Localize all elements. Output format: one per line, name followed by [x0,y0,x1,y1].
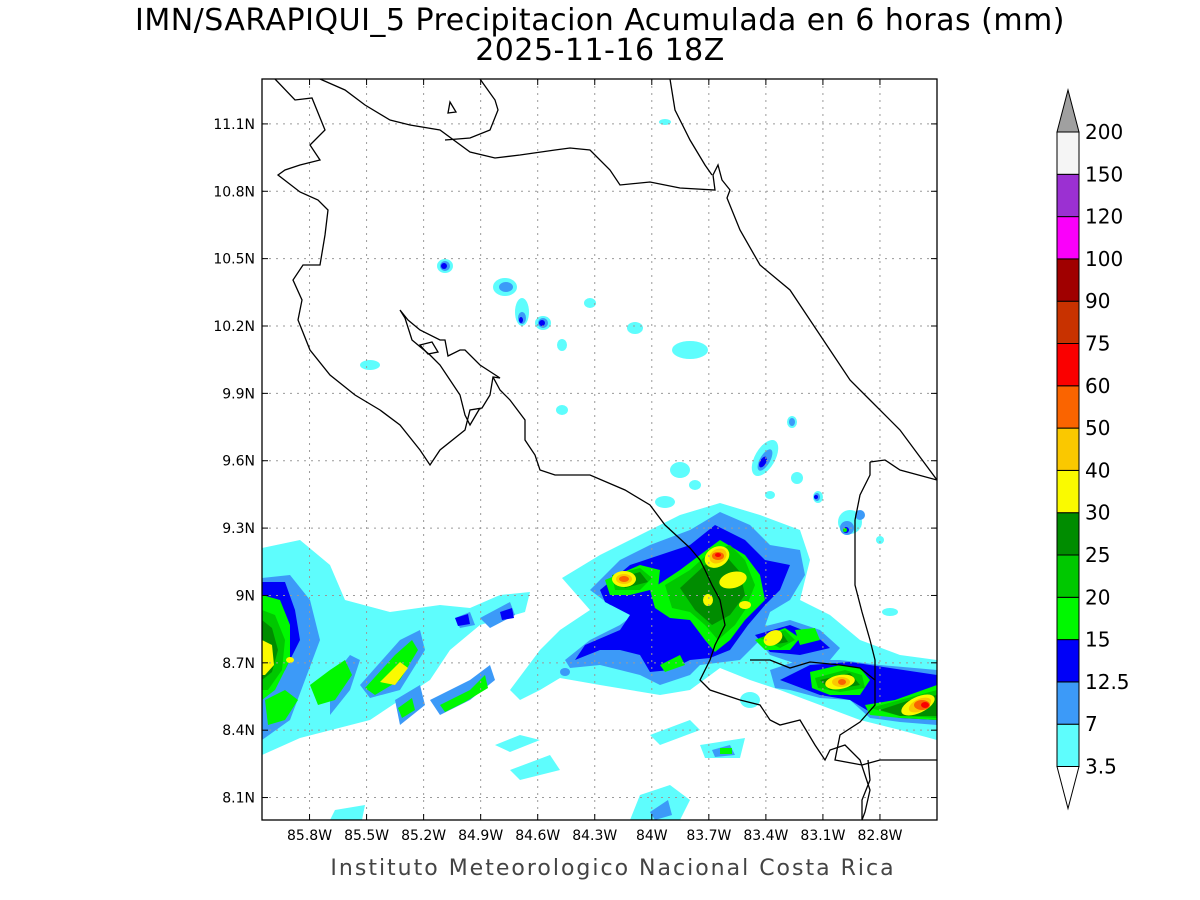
lon-tick-label: 84.3W [572,828,617,844]
lon-tick-label: 84W [636,828,668,844]
map-subtitle: 2025-11-16 18Z [475,33,725,68]
colorbar-label: 20 [1085,585,1110,609]
lat-tick-label: 10.5N [213,252,255,268]
colorbar-segment [1056,512,1080,556]
colorbar-segment [1056,469,1080,514]
colorbar-label: 15 [1085,628,1110,652]
colorbar-label: 120 [1085,205,1123,229]
colorbar-segment [1056,554,1080,598]
lon-tick-label: 83.4W [743,828,788,844]
colorbar-label: 7 [1085,712,1098,736]
colorbar-label: 75 [1085,332,1110,356]
colorbar-segment [1056,300,1080,345]
axis-ticks [262,79,937,820]
colorbar-segment [1056,681,1080,725]
longitude-labels: 85.8W 85.5W 85.2W 84.9W 84.6W 84.3W 84W 83.7W 83… [287,828,903,844]
colorbar-label: 50 [1085,416,1110,440]
lat-tick-label: 9.3N [222,521,255,537]
colorbar-segment [1056,258,1080,302]
footer-credit: Instituto Meteorologico Nacional Costa R… [330,856,896,881]
colorbar-label: 150 [1085,162,1123,186]
colorbar-label: 3.5 [1085,755,1117,779]
lon-tick-label: 85.2W [401,828,446,844]
rain-level-3p5 [262,119,937,820]
colorbar-segment [1056,131,1080,175]
colorbar-label: 25 [1085,543,1110,567]
colorbar-label: 60 [1085,374,1110,398]
colorbar-label: 90 [1085,289,1110,313]
lat-tick-label: 9N [236,588,255,604]
precipitation-field [262,119,937,820]
lat-tick-label: 9.9N [222,386,255,402]
colorbar-label: 100 [1085,247,1123,271]
colorbar-segment [1056,216,1080,260]
lon-tick-label: 84.9W [458,828,503,844]
colorbar: 3.5 7 12.5 15 20 25 30 40 50 60 75 90 100 120 150 200 [1056,88,1130,811]
lon-tick-label: 83.1W [800,828,845,844]
lat-tick-label: 8.4N [222,723,255,739]
colorbar-high-triangle [1056,88,1080,133]
lat-tick-label: 8.1N [222,791,255,807]
colorbar-segment [1056,639,1080,683]
colorbar-label: 40 [1085,458,1110,482]
colorbar-label: 200 [1085,120,1123,144]
colorbar-segment [1056,173,1080,218]
colorbar-segment [1056,343,1080,387]
map-frame [261,78,938,821]
map-grid [262,79,937,820]
lat-tick-label: 11.1N [213,117,255,133]
lon-tick-label: 85.8W [287,828,332,844]
colorbar-label: 12.5 [1085,670,1130,694]
colorbar-segment [1056,596,1080,641]
map-title: IMN/SARAPIQUI_5 Precipitacion Acumulada … [135,3,1065,38]
colorbar-segment [1056,723,1080,768]
rain-level-7 [262,261,937,820]
rain-level-60 [715,553,929,708]
colorbar-segment [1056,385,1080,429]
lon-tick-label: 82.8W [857,828,902,844]
coastline-borders [274,79,937,820]
colorbar-low-triangle [1056,766,1080,811]
latitude-labels: 8.1N 8.4N 8.7N 9N 9.3N 9.6N 9.9N 10.2N 10.5N 10.8… [213,117,255,807]
lat-tick-label: 10.2N [213,319,255,335]
colorbar-segment [1056,427,1080,471]
lat-tick-label: 8.7N [222,656,255,672]
lon-tick-label: 83.7W [686,828,731,844]
lat-tick-label: 10.8N [213,184,255,200]
lon-tick-label: 85.5W [344,828,389,844]
lon-tick-label: 84.6W [515,828,560,844]
lat-tick-label: 9.6N [222,454,255,470]
colorbar-label: 30 [1085,501,1110,525]
